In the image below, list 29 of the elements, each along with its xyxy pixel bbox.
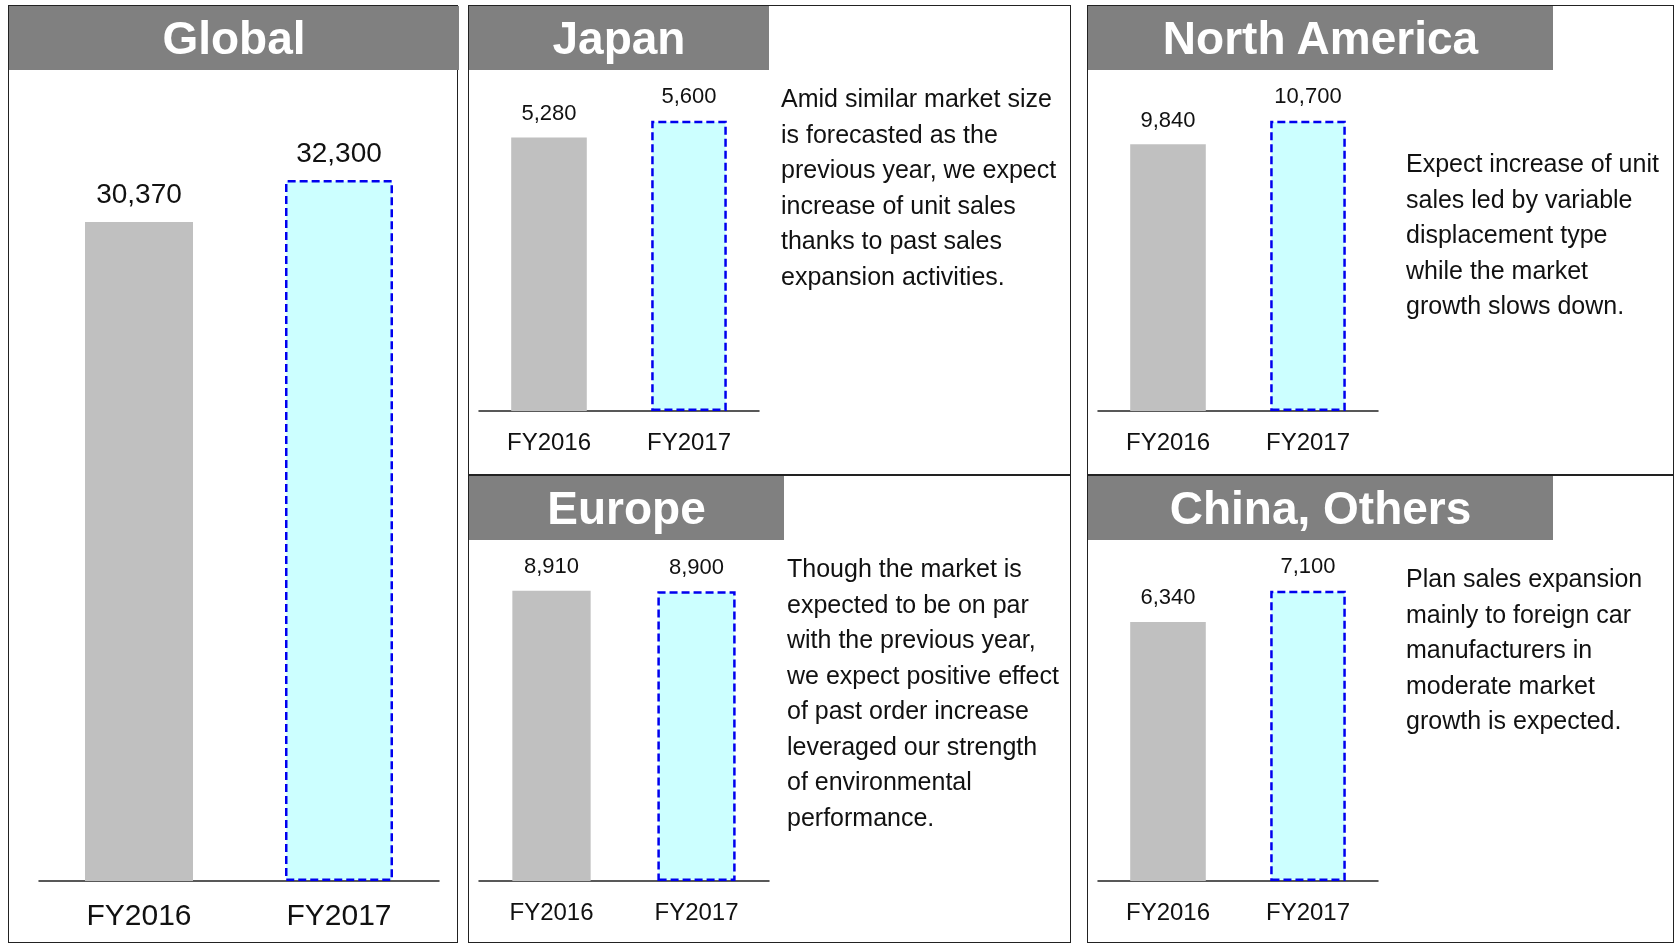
- text: Plan sales expansion mainly to foreign car manufacturers in moderate market growth is expected.: [1406, 563, 1644, 736]
- data-label: 8,900: [668, 553, 725, 579]
- chart-title: Japan: [469, 6, 769, 70]
- text: Though the market is expected to be on par with the previous year, we expect positive effect of past order increase leveraged our strength of environmental performance.: [787, 553, 1060, 833]
- data-label: 30,370: [96, 178, 182, 210]
- data-label: 7,100: [1280, 553, 1336, 579]
- data-label: 5,600: [661, 83, 717, 109]
- data-label: 10,700: [1274, 83, 1342, 109]
- data-label: 9,840: [1140, 106, 1196, 132]
- x-tick-label: FY2017: [1265, 427, 1351, 455]
- data-label: 8,910: [523, 553, 580, 579]
- x-tick-label: FY2017: [1265, 897, 1351, 925]
- x-tick-label: FY2016: [86, 897, 192, 931]
- x-tick-label: FY2017: [646, 427, 732, 455]
- x-tick-label: FY2016: [1125, 897, 1211, 925]
- x-tick-label: FY2016: [506, 427, 592, 455]
- chart-title: Global: [9, 6, 459, 70]
- x-tick-label: FY2017: [286, 897, 392, 931]
- data-label: 5,280: [521, 99, 577, 125]
- x-tick-label: FY2016: [1125, 427, 1211, 455]
- chart-title: China, Others: [1088, 476, 1553, 540]
- x-tick-label: FY2017: [654, 897, 739, 925]
- data-label: 32,300: [296, 136, 382, 168]
- text: Amid similar market size is forecasted as the previous year, we expect increase of unit sales thanks to past sales expansion activities.: [781, 83, 1058, 292]
- x-tick-label: FY2016: [509, 897, 594, 925]
- text: Expect increase of unit sales led by variable displacement type while the market growth slows down.: [1406, 148, 1660, 321]
- chart-title: Europe: [469, 476, 784, 540]
- chart-title: North America: [1088, 6, 1553, 70]
- data-label: 6,340: [1140, 584, 1196, 610]
